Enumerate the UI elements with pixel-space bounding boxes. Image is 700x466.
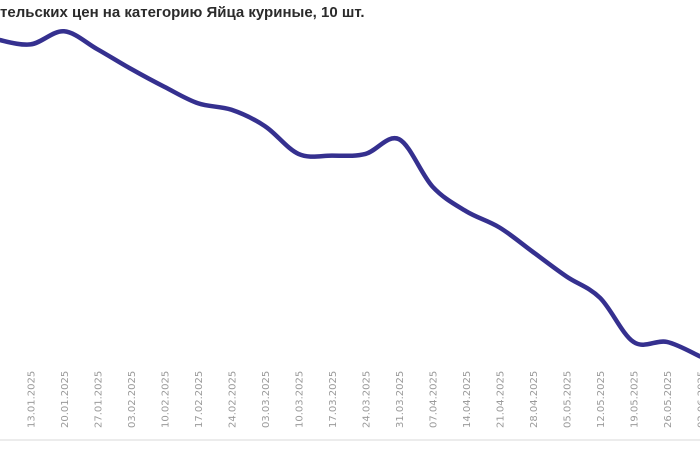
- x-tick-label: 20.01.2025: [60, 371, 71, 428]
- x-tick-label: 10.02.2025: [161, 371, 172, 428]
- x-tick-label: 24.03.2025: [362, 371, 373, 428]
- series-line-0: [0, 29, 700, 359]
- x-tick-label: 27.01.2025: [94, 371, 105, 428]
- x-tick-label: 07.04.2025: [429, 371, 440, 428]
- chart-title: тельских цен на категорию Яйца куриные, …: [0, 4, 365, 21]
- x-tick-label: 13.01.2025: [27, 371, 38, 428]
- x-tick-label: 17.03.2025: [328, 371, 339, 428]
- x-tick-label: 26.05.2025: [663, 371, 674, 428]
- x-tick-label: 24.02.2025: [228, 371, 239, 428]
- x-tick-label: 19.05.2025: [630, 371, 641, 428]
- x-tick-label: 02.06.2025: [697, 371, 700, 428]
- x-axis-tick-labels: 13.01.2025 20.01.2025 27.01.2025 03.02.2025…: [27, 371, 700, 428]
- x-tick-label: 17.02.2025: [194, 371, 205, 428]
- x-tick-label: 31.03.2025: [395, 371, 406, 428]
- x-tick-label: 28.04.2025: [529, 371, 540, 428]
- plot-area: [0, 29, 700, 359]
- x-tick-label: 03.02.2025: [127, 371, 138, 428]
- x-tick-label: 10.03.2025: [295, 371, 306, 428]
- x-tick-label: 12.05.2025: [596, 371, 607, 428]
- x-tick-label: 21.04.2025: [496, 371, 507, 428]
- x-tick-label: 03.03.2025: [261, 371, 272, 428]
- x-tick-label: 14.04.2025: [462, 371, 473, 428]
- x-tick-label: 05.05.2025: [563, 371, 574, 428]
